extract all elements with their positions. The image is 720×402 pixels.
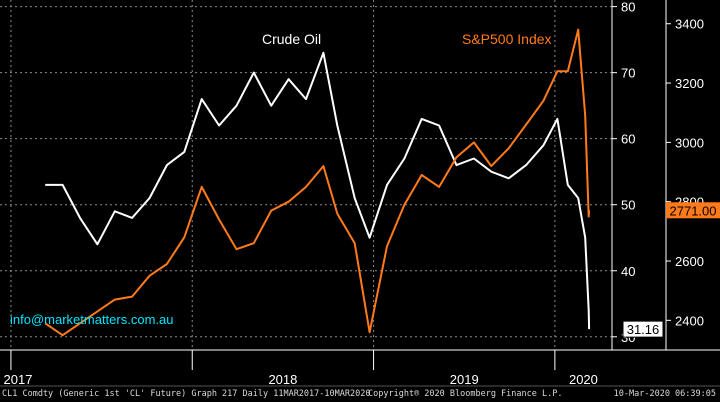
lines bbox=[44, 28, 591, 337]
last-value-box-sp500 bbox=[666, 202, 720, 219]
tick-label-right: 40 bbox=[621, 264, 635, 279]
tick-label-left: 2400 bbox=[675, 313, 704, 328]
annotation-email: info@marketmatters.com.au bbox=[10, 312, 173, 327]
axes: 3040506070802400260028003000320034002017… bbox=[0, 0, 720, 387]
x-tick-label: 2017 bbox=[4, 372, 33, 387]
series-sp500 bbox=[44, 28, 591, 337]
footer-center: Copyright® 2020 Bloomberg Finance L.P. bbox=[368, 389, 563, 399]
last-value-box-crude-oil bbox=[622, 320, 664, 338]
tick-label-right: 50 bbox=[621, 198, 635, 213]
tick-label-left: 3000 bbox=[675, 135, 704, 150]
last-value-sp500: 2771.00 bbox=[670, 203, 717, 218]
labels: 31.16 Crude Oil 2771.00 S&P500 Index info@ma… bbox=[10, 31, 720, 338]
footer-right: 10-Mar-2020 06:39:05 bbox=[613, 389, 716, 399]
footer-left: CL1 Comdty (Generic 1st 'CL' Future) Gra… bbox=[2, 389, 371, 399]
x-tick-label: 2019 bbox=[450, 372, 479, 387]
tick-label-left: 2600 bbox=[675, 254, 704, 269]
x-tick-label: 2018 bbox=[268, 372, 297, 387]
tick-label-right: 80 bbox=[621, 0, 635, 15]
legend-sp500: S&P500 Index bbox=[462, 31, 552, 47]
grid bbox=[0, 0, 612, 350]
x-tick-label: 2020 bbox=[569, 372, 598, 387]
tick-label-left: 3400 bbox=[675, 17, 704, 32]
legend-crude-oil: Crude Oil bbox=[262, 31, 321, 47]
tick-label-right: 60 bbox=[621, 132, 635, 147]
last-value-crude-oil: 31.16 bbox=[627, 322, 660, 337]
footer: CL1 Comdty (Generic 1st 'CL' Future) Gra… bbox=[0, 386, 720, 402]
series-crude-oil bbox=[45, 51, 591, 330]
tick-label-left: 3200 bbox=[675, 76, 704, 91]
tick-label-right: 70 bbox=[621, 66, 635, 81]
